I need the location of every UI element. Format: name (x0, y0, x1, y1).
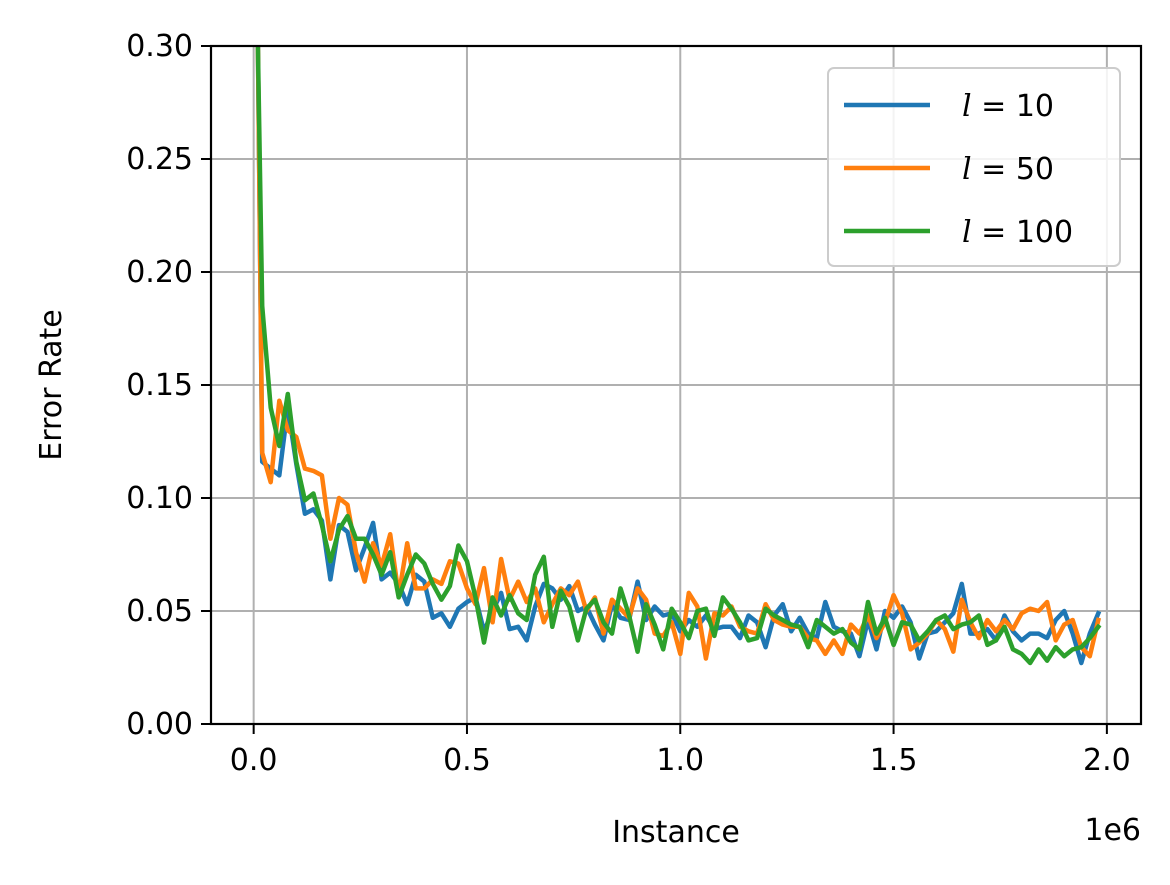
legend-label-2: l = 50 (962, 152, 1054, 187)
y-tick-label: 0.05 (126, 594, 193, 629)
x-tick-label: 1.5 (870, 743, 918, 778)
x-tick-label: 1.0 (656, 743, 704, 778)
axis-ticks: 0.0 0.5 1.0 1.5 2.0 0.00 0.05 0.10 0.15 0.20 0.25 0… (126, 29, 1131, 778)
y-tick-label: 0.30 (126, 29, 193, 64)
x-tick-label: 2.0 (1083, 743, 1131, 778)
legend-box (827, 67, 1121, 267)
x-tick-label: 0.0 (230, 743, 278, 778)
y-tick-label: 0.20 (126, 255, 193, 290)
legend: l = 10 l = 50 l = 100 (827, 67, 1121, 267)
y-tick-label: 0.00 (126, 707, 193, 742)
legend-label-3: l = 100 (962, 215, 1073, 250)
series-lines (255, 46, 1102, 666)
x-axis-label: Instance (612, 815, 740, 850)
x-axis-offset-label: 1e6 (1084, 813, 1141, 848)
x-tick-label: 0.5 (443, 743, 491, 778)
y-tick-label: 0.15 (126, 368, 193, 403)
legend-label-1: l = 10 (962, 89, 1054, 124)
y-tick-label: 0.10 (126, 481, 193, 516)
y-axis-label: Error Rate (34, 309, 69, 460)
y-tick-label: 0.25 (126, 142, 193, 177)
series-line-3 (255, 46, 1102, 666)
